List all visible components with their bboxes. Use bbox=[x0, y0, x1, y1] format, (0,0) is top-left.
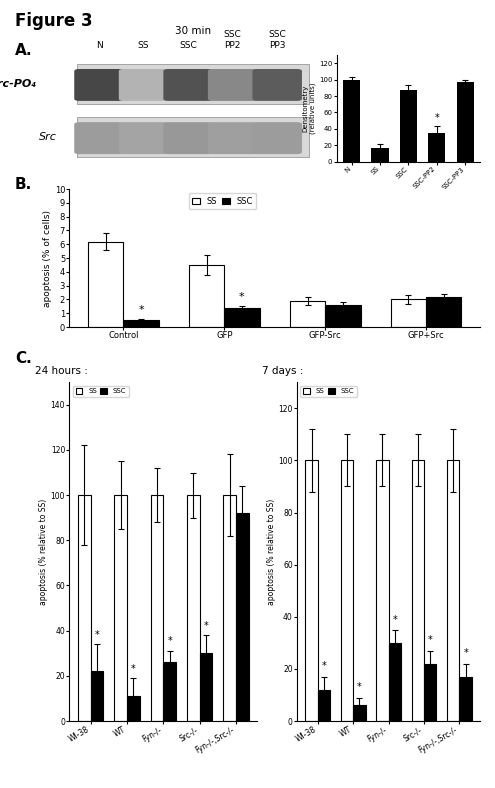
FancyBboxPatch shape bbox=[208, 122, 257, 154]
Text: C.: C. bbox=[15, 351, 32, 366]
Text: *: * bbox=[463, 649, 468, 659]
Text: *: * bbox=[322, 661, 326, 671]
Bar bbox=[353, 705, 365, 721]
FancyBboxPatch shape bbox=[119, 69, 168, 101]
Y-axis label: Densitometry
(relative units): Densitometry (relative units) bbox=[302, 83, 316, 134]
Bar bbox=[236, 513, 249, 721]
Text: SSC
PP2: SSC PP2 bbox=[224, 31, 242, 50]
Legend: SS, SSC: SS, SSC bbox=[300, 385, 357, 397]
Bar bbox=[424, 663, 437, 721]
Bar bbox=[412, 460, 424, 721]
FancyBboxPatch shape bbox=[163, 69, 213, 101]
FancyBboxPatch shape bbox=[74, 69, 124, 101]
Text: 30 min: 30 min bbox=[175, 26, 211, 36]
Bar bbox=[447, 460, 459, 721]
Bar bbox=[223, 495, 236, 721]
FancyBboxPatch shape bbox=[163, 122, 213, 154]
Bar bbox=[189, 265, 224, 327]
Bar bbox=[187, 495, 200, 721]
Bar bbox=[343, 80, 360, 162]
FancyBboxPatch shape bbox=[77, 117, 309, 158]
Text: Src-PO₄: Src-PO₄ bbox=[0, 79, 37, 89]
Bar bbox=[428, 133, 446, 162]
Text: 24 hours :: 24 hours : bbox=[35, 366, 88, 377]
Bar bbox=[224, 308, 259, 327]
Text: *: * bbox=[428, 635, 433, 645]
Bar bbox=[459, 677, 472, 721]
Bar bbox=[200, 653, 212, 721]
Text: SSC
PP3: SSC PP3 bbox=[268, 31, 286, 50]
Bar bbox=[127, 696, 140, 721]
FancyBboxPatch shape bbox=[208, 69, 257, 101]
Text: *: * bbox=[138, 305, 144, 315]
Bar bbox=[163, 662, 176, 721]
FancyBboxPatch shape bbox=[252, 122, 302, 154]
Text: *: * bbox=[167, 637, 172, 646]
Text: A.: A. bbox=[15, 43, 33, 58]
Text: *: * bbox=[95, 630, 99, 640]
Bar bbox=[426, 297, 461, 327]
Bar bbox=[305, 460, 318, 721]
Bar bbox=[91, 671, 103, 721]
Bar bbox=[400, 90, 417, 162]
Text: N: N bbox=[96, 41, 102, 50]
Text: *: * bbox=[239, 292, 245, 303]
FancyBboxPatch shape bbox=[74, 122, 124, 154]
Text: *: * bbox=[131, 663, 136, 674]
Text: SS: SS bbox=[138, 41, 149, 50]
Bar bbox=[389, 643, 401, 721]
Bar bbox=[150, 495, 163, 721]
Bar bbox=[318, 690, 330, 721]
Legend: SS, SSC: SS, SSC bbox=[73, 385, 129, 397]
Text: *: * bbox=[357, 682, 362, 693]
Text: *: * bbox=[204, 621, 208, 630]
FancyBboxPatch shape bbox=[119, 122, 168, 154]
Y-axis label: apoptosis (% of cells): apoptosis (% of cells) bbox=[43, 210, 52, 307]
Bar bbox=[290, 301, 325, 327]
Bar bbox=[88, 242, 123, 327]
Bar bbox=[371, 147, 389, 162]
FancyBboxPatch shape bbox=[252, 69, 302, 101]
Bar bbox=[78, 495, 91, 721]
Text: SSC: SSC bbox=[179, 41, 197, 50]
Bar bbox=[376, 460, 389, 721]
Legend: SS, SSC: SS, SSC bbox=[189, 193, 256, 209]
Text: 7 days :: 7 days : bbox=[262, 366, 304, 377]
Bar bbox=[123, 320, 158, 327]
Text: *: * bbox=[393, 615, 397, 625]
Text: Src: Src bbox=[39, 132, 57, 142]
Text: Figure 3: Figure 3 bbox=[15, 12, 93, 30]
Bar bbox=[114, 495, 127, 721]
Bar bbox=[456, 82, 474, 162]
FancyBboxPatch shape bbox=[77, 64, 309, 104]
Text: B.: B. bbox=[15, 177, 32, 192]
Bar bbox=[325, 305, 360, 327]
Text: *: * bbox=[435, 113, 439, 123]
Y-axis label: apoptosis (% relative to SS): apoptosis (% relative to SS) bbox=[39, 499, 48, 604]
Bar bbox=[341, 460, 353, 721]
Bar bbox=[391, 299, 426, 327]
Y-axis label: apoptosis (% relative to SS): apoptosis (% relative to SS) bbox=[266, 499, 276, 604]
